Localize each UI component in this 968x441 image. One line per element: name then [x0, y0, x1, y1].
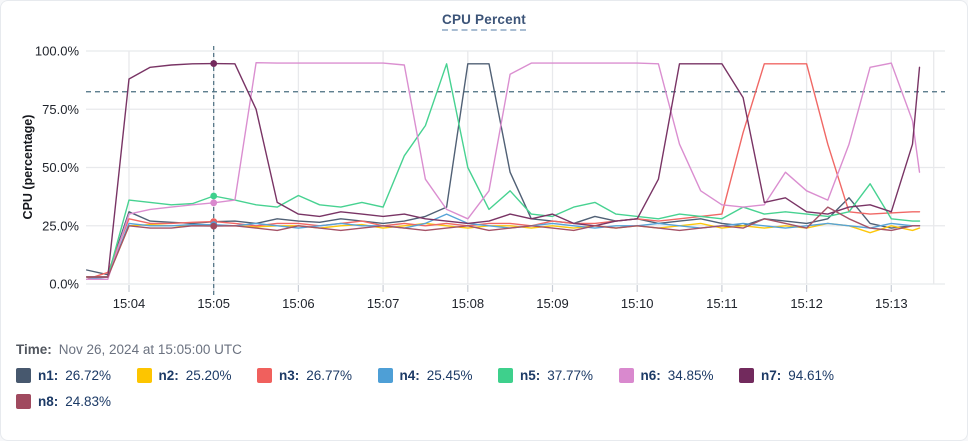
legend-series-name: n5: [520, 368, 541, 383]
legend-item-n2[interactable]: n2: 25.20% [136, 368, 258, 383]
crosshair-marker-n5 [210, 192, 218, 200]
legend-series-name: n6: [640, 368, 661, 383]
legend-swatch-n3 [257, 368, 272, 383]
legend-series-value: 94.61% [788, 368, 835, 383]
legend-item-n8[interactable]: n8: 24.83% [16, 394, 137, 409]
legend-item-n3[interactable]: n3: 26.77% [257, 368, 378, 383]
series-line-n5[interactable] [85, 63, 921, 278]
legend-swatch-n1 [16, 368, 31, 383]
crosshair-marker-n6 [210, 199, 218, 207]
series-line-n6[interactable] [85, 62, 921, 280]
x-axis-label: 15:10 [621, 296, 654, 311]
y-axis-title: CPU (percentage) [21, 115, 35, 220]
cpu-line-chart[interactable]: 100.0% 75.0% 50.0% 25.0% 0.0% 15:04 15:05 15:06… [1, 1, 968, 321]
legend-series-name: n4: [399, 368, 420, 383]
chart-legend: n1: 26.72% n2: 25.20% n3: 26.77% n4: 25.45% n5: 3… [16, 368, 878, 409]
crosshair-marker-n8 [210, 222, 218, 230]
y-axis-label: 100.0% [35, 44, 80, 59]
series-lines [85, 62, 921, 280]
y-axis-label: 0.0% [49, 277, 79, 292]
x-axis-label: 15:08 [452, 296, 485, 311]
chart-title[interactable]: CPU Percent [442, 12, 526, 31]
legend-item-n6[interactable]: n6: 34.85% [618, 368, 740, 383]
legend-series-name: n3: [279, 368, 300, 383]
y-grid: 100.0% 75.0% 50.0% 25.0% 0.0% [35, 44, 945, 292]
legend-series-value: 26.72% [65, 368, 112, 383]
y-axis-label: 50.0% [42, 160, 79, 175]
series-line-n2[interactable] [85, 222, 921, 278]
y-axis-label: 25.0% [42, 218, 79, 233]
legend-swatch-n6 [618, 368, 634, 383]
legend-item-n5[interactable]: n5: 37.77% [498, 368, 619, 383]
legend-swatch-n2 [136, 368, 152, 383]
series-line-n7[interactable] [85, 62, 921, 278]
legend-item-n4[interactable]: n4: 25.45% [377, 368, 499, 383]
x-axis-label: 15:12 [790, 296, 823, 311]
legend-item-n1[interactable]: n1: 26.72% [16, 368, 137, 383]
x-axis-label: 15:11 [706, 296, 738, 311]
x-axis-label: 15:05 [197, 296, 230, 311]
legend-series-value: 34.85% [667, 368, 714, 383]
crosshair-time-readout: Time: Nov 26, 2024 at 15:05:00 UTC [16, 342, 242, 357]
legend-series-name: n1: [38, 368, 59, 383]
legend-series-value: 26.77% [306, 368, 353, 383]
legend-swatch-n8 [16, 394, 31, 409]
x-axis-label: 15:09 [536, 296, 569, 311]
legend-swatch-n4 [377, 368, 393, 383]
legend-series-value: 25.45% [426, 368, 473, 383]
legend-series-name: n2: [158, 368, 179, 383]
x-axis-label: 15:04 [113, 296, 146, 311]
x-axis-label: 15:13 [875, 296, 908, 311]
legend-series-name: n7: [761, 368, 782, 383]
time-value: Nov 26, 2024 at 15:05:00 UTC [58, 342, 242, 357]
series-line-n8[interactable] [85, 206, 921, 278]
y-axis-label: 75.0% [42, 102, 79, 117]
crosshair-markers [210, 60, 218, 230]
legend-series-value: 24.83% [65, 394, 112, 409]
time-label: Time: [16, 342, 52, 357]
x-axis-label: 15:06 [282, 296, 315, 311]
legend-swatch-n7 [739, 368, 754, 383]
legend-item-n7[interactable]: n7: 94.61% [739, 368, 860, 383]
legend-series-value: 25.20% [185, 368, 232, 383]
series-line-n3[interactable] [85, 63, 921, 280]
legend-swatch-n5 [498, 368, 513, 383]
legend-series-value: 37.77% [547, 368, 594, 383]
series-line-n1[interactable] [85, 63, 921, 276]
x-axis-label: 15:07 [367, 296, 400, 311]
legend-series-name: n8: [38, 394, 59, 409]
crosshair-marker-n7 [210, 60, 218, 67]
x-grid: 15:04 15:05 15:06 15:07 15:08 15:09 15:10 15:11… [113, 51, 935, 311]
